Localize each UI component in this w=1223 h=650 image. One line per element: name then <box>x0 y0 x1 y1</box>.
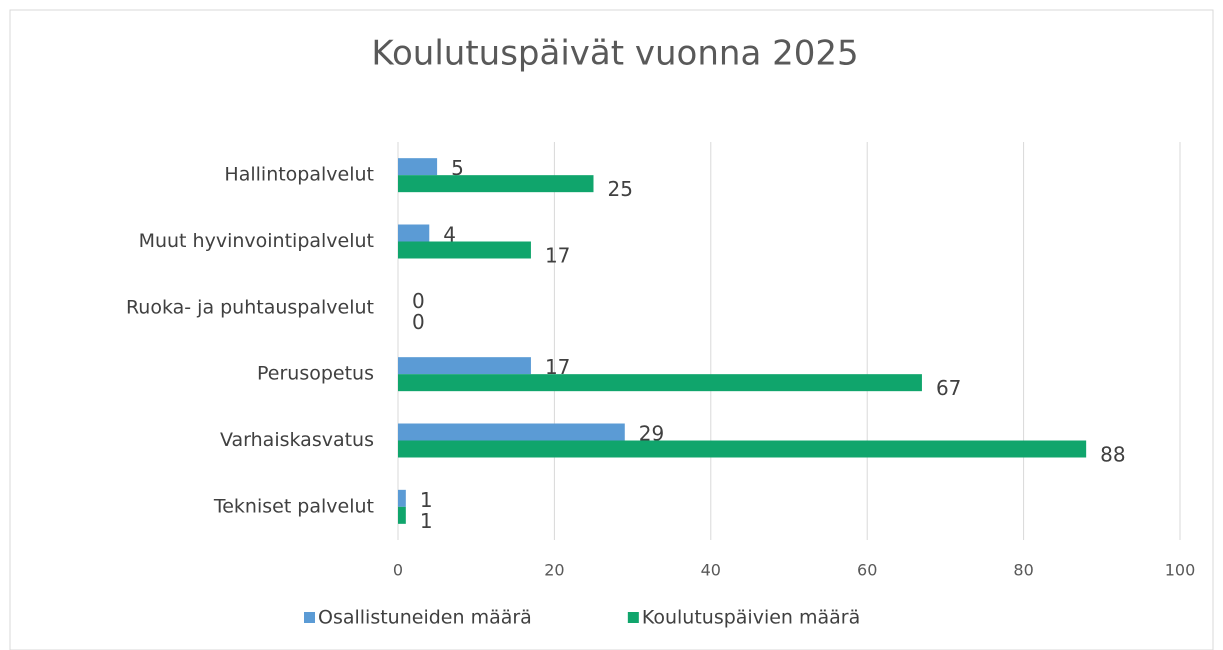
legend-label: Koulutuspäivien määrä <box>642 607 860 629</box>
data-label: 0 <box>412 310 425 334</box>
data-label: 4 <box>443 223 456 247</box>
bar <box>398 224 430 242</box>
x-tick-label: 80 <box>1013 561 1033 580</box>
data-label: 0 <box>412 289 425 313</box>
bar <box>398 241 531 259</box>
bar <box>398 506 406 524</box>
x-tick-label: 0 <box>393 561 403 580</box>
bar <box>398 158 438 176</box>
data-label: 5 <box>451 156 464 180</box>
x-tick-label: 60 <box>857 561 877 580</box>
legend-label: Osallistuneiden määrä <box>318 607 532 629</box>
y-tick-label: Hallintopalvelut <box>224 164 374 186</box>
bar <box>398 489 406 507</box>
data-label: 88 <box>1100 443 1125 467</box>
bar <box>398 374 922 392</box>
y-tick-label: Perusopetus <box>257 363 374 385</box>
legend-swatch <box>304 612 315 623</box>
y-tick-label: Ruoka- ja puhtauspalvelut <box>126 296 374 318</box>
data-label: 25 <box>608 177 633 201</box>
y-tick-label: Muut hyvinvointipalvelut <box>139 230 374 252</box>
bar <box>398 175 594 193</box>
bar <box>398 440 1087 458</box>
x-tick-label: 20 <box>544 561 564 580</box>
y-tick-label: Tekniset palvelut <box>213 495 374 517</box>
data-label: 1 <box>420 488 433 512</box>
chart-border <box>9 9 1214 650</box>
x-tick-label: 100 <box>1165 561 1196 580</box>
data-label: 67 <box>936 376 961 400</box>
bar <box>398 357 531 375</box>
chart-title: Koulutuspäivät vuonna 2025 <box>371 34 858 74</box>
data-label: 17 <box>545 244 570 268</box>
bar <box>398 423 625 441</box>
x-tick-label: 40 <box>701 561 721 580</box>
y-tick-label: Varhaiskasvatus <box>220 429 374 451</box>
data-label: 1 <box>420 509 433 533</box>
legend-swatch <box>627 612 639 623</box>
